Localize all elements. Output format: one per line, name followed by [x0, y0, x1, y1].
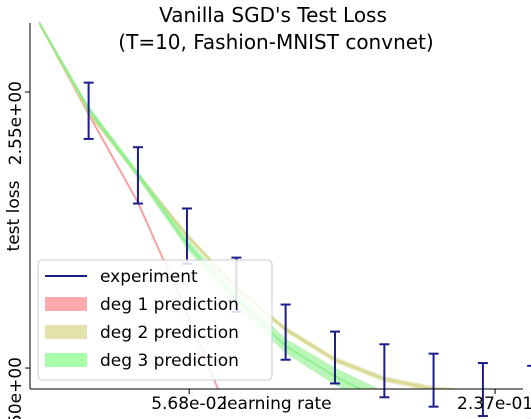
legend-label: deg 2 prediction [100, 323, 239, 343]
y-tick-label: 2.50e+00 [6, 357, 26, 419]
x-axis-label: learning rate [222, 394, 331, 414]
legend: experiment deg 1 prediction deg 2 predicti… [37, 259, 273, 381]
tick-labels: 2.50e+00 2.55e+00 5.68e-02 2.37e-01 [6, 81, 531, 419]
error-bar [379, 343, 390, 399]
error-bar [329, 330, 340, 385]
error-bar [132, 146, 143, 205]
error-bar [477, 362, 488, 418]
legend-label: deg 1 prediction [100, 295, 239, 315]
chart-subtitle: (T=10, Fashion-MNIST convnet) [118, 30, 433, 54]
error-bar [83, 81, 94, 140]
legend-box [37, 259, 273, 381]
error-bar [280, 303, 291, 361]
legend-label: experiment [100, 267, 198, 287]
error-bar [527, 364, 531, 419]
x-tick-label: 5.68e-02 [151, 394, 227, 414]
legend-swatch [45, 353, 87, 367]
chart-title: Vanilla SGD's Test Loss [159, 3, 387, 27]
legend-swatch [45, 325, 87, 339]
error-bar [428, 352, 439, 408]
x-tick-label: 2.37e-01 [457, 394, 531, 414]
y-axis-label: test loss [4, 180, 24, 251]
legend-swatch [45, 297, 87, 311]
legend-label: deg 3 prediction [100, 351, 239, 371]
axes [25, 23, 523, 394]
y-tick-label: 2.55e+00 [6, 81, 26, 165]
